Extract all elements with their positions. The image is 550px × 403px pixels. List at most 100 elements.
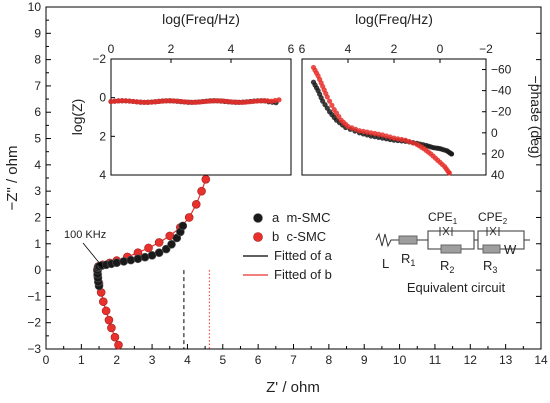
- inset-magnitude-x-tick-label: 2: [168, 42, 175, 56]
- bode-magnitude-inset: log(Freq/Hz) log(Z): [69, 11, 292, 176]
- y-tick-label: 3: [34, 184, 41, 198]
- data-point-a: [178, 221, 188, 231]
- data-point-a: [140, 252, 150, 262]
- inset-phase-point-b: [327, 98, 333, 104]
- x-tick-label: 10: [393, 353, 407, 367]
- data-point-b: [110, 332, 120, 342]
- frequency-annotation-arrow: [82, 242, 102, 266]
- inset-phase-x-title: log(Freq/Hz): [355, 11, 433, 27]
- circuit-label-r3: R3: [483, 258, 497, 275]
- inset-phase-frame: [301, 58, 487, 176]
- frequency-annotation: 100 KHz: [64, 229, 106, 268]
- x-tick-label: 3: [149, 353, 156, 367]
- inset-magnitude-point-b: [156, 98, 163, 104]
- circuit-label-r1: R1: [401, 251, 415, 268]
- inset-magnitude-y-tick-label: 4: [99, 168, 106, 182]
- inset-phase-point-b: [360, 128, 366, 135]
- x-tick-label: 0: [43, 353, 50, 367]
- cpe2-symbol: [486, 226, 500, 236]
- circuit-label-l: L: [382, 256, 389, 271]
- inset-magnitude-point-b: [142, 99, 148, 105]
- inset-magnitude-point-b: [261, 98, 267, 104]
- inset-magnitude-point-b: [115, 98, 122, 104]
- inset-phase-x-tick-label: 0: [437, 42, 444, 56]
- resistor-r1: [398, 235, 418, 245]
- inset-magnitude-point-b: [212, 98, 219, 104]
- inset-magnitude-frame: [110, 58, 292, 176]
- inset-magnitude-point-b: [205, 98, 211, 104]
- y-tick-label: −1: [27, 289, 41, 303]
- y-tick-label: 4: [34, 158, 41, 172]
- circuit-label-cpe1: CPE1: [428, 210, 458, 226]
- y-tick-label: −3: [27, 342, 41, 356]
- inset-magnitude-x-tick-label: 6: [288, 42, 295, 56]
- x-tick-label: 13: [499, 353, 513, 367]
- x-tick-label: 1: [78, 353, 85, 367]
- inset-magnitude-point-b: [239, 99, 245, 105]
- y-tick-label: 6: [34, 105, 41, 119]
- main-plot-frame: [45, 6, 542, 350]
- inset-magnitude-point-b: [123, 98, 129, 104]
- inset-phase-point-b: [395, 136, 401, 142]
- x-tick-label: 11: [429, 353, 442, 367]
- cpe1-symbol: [439, 226, 453, 236]
- inset-magnitude-y-tick-label: 0: [99, 91, 106, 105]
- x-tick-label: 4: [184, 353, 191, 367]
- data-point-b: [201, 175, 211, 184]
- data-point-b: [144, 243, 153, 253]
- inset-phase-y-tick-label: −20: [491, 105, 512, 119]
- inset-magnitude-point-b: [149, 99, 155, 105]
- inset-phase-y-tick-label: −60: [491, 63, 512, 77]
- circuit-labels: L R1 R2 R3 CPE1 CPE2 W Equivalent circui…: [382, 210, 517, 295]
- equivalent-circuit: [375, 226, 530, 254]
- x-tick-label: 9: [361, 353, 368, 367]
- data-point-b: [191, 200, 201, 209]
- y-tick-label: 9: [34, 26, 41, 40]
- inset-magnitude-point-b: [183, 99, 189, 105]
- inset-magnitude-point-b: [198, 99, 204, 105]
- inset-magnitude-point-b: [220, 98, 226, 104]
- data-point-b: [98, 297, 108, 306]
- inset-magnitude-point-b: [160, 98, 166, 104]
- inset-magnitude-y-title: log(Z): [69, 99, 85, 136]
- inset-phase-y-title: −phase (deg): [528, 76, 544, 159]
- inset-magnitude-point-b: [216, 98, 222, 104]
- inset-magnitude-point-b: [168, 98, 174, 104]
- inset-phase-x-tick-label: 6: [299, 42, 306, 56]
- y-tick-label: 0: [34, 263, 41, 277]
- y-tick-label: 1: [34, 237, 41, 251]
- inset-phase-plot: [310, 64, 455, 176]
- inset-magnitude-point-b: [257, 98, 263, 104]
- inset-phase-y-tick-label: 20: [491, 147, 505, 161]
- inset-phase-point-b: [356, 128, 363, 134]
- resistor-r3: [482, 244, 501, 254]
- x-tick-label: 5: [219, 353, 226, 367]
- inset-phase-point-b: [372, 130, 378, 137]
- inset-magnitude-point-b: [194, 99, 200, 105]
- inset-phase-y-tick-label: 40: [491, 168, 505, 182]
- inset-phase-point-b: [376, 131, 382, 137]
- legend-label-fit-b: Fitted of b: [274, 267, 332, 282]
- circuit-label-cpe2: CPE2: [478, 210, 508, 226]
- inset-magnitude-point-b: [119, 98, 125, 104]
- frequency-annotation-label: 100 KHz: [64, 229, 106, 241]
- inset-magnitude-point-b: [224, 98, 230, 104]
- inset-magnitude-point-b: [246, 99, 252, 105]
- inset-phase-point-b: [446, 170, 452, 176]
- inset-phase-point-b: [324, 94, 330, 100]
- data-point-b: [154, 238, 164, 247]
- x-axis-title: Z' / ohm: [266, 379, 320, 396]
- circuit-label-r2: R2: [440, 258, 454, 275]
- legend-label-b: b c-SMC: [272, 229, 326, 244]
- inset-magnitude-plot: [108, 97, 282, 106]
- inset-magnitude-point-b: [231, 99, 237, 105]
- data-point-a: [133, 254, 143, 264]
- inset-phase-y-tick-label: 0: [491, 126, 498, 140]
- inset-magnitude-point-b: [134, 99, 140, 105]
- data-point-a: [167, 239, 176, 249]
- inset-magnitude-point-b: [209, 98, 215, 104]
- inset-magnitude-point-b: [186, 99, 192, 105]
- inset-magnitude-point-b: [242, 99, 248, 105]
